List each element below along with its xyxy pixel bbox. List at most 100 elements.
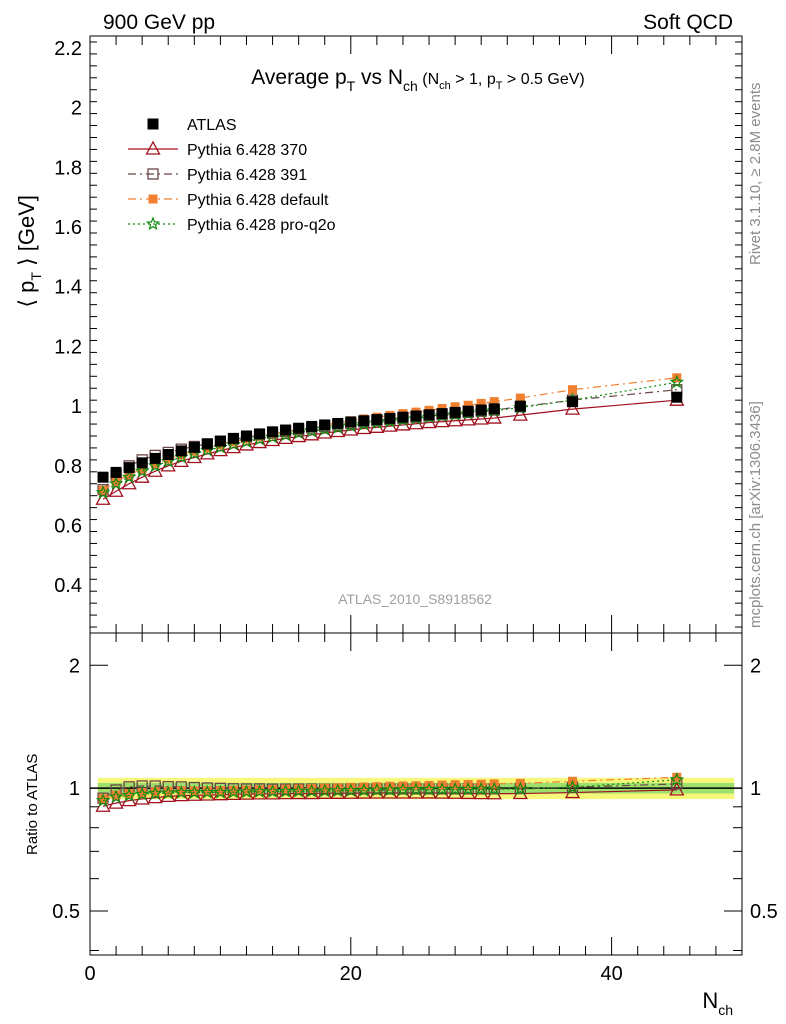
ratio-point-pq2o <box>565 779 580 794</box>
data-point-atlas <box>358 415 370 427</box>
ratio-point-pdefault <box>307 784 317 794</box>
data-point-pdefault <box>476 398 486 408</box>
data-point-p370 <box>564 400 581 415</box>
data-point-atlas <box>449 406 461 418</box>
ratio-point-pdefault <box>111 790 121 800</box>
ratio-point-pq2o <box>421 781 437 796</box>
ratio-y-tick-label-right: 2 <box>750 655 761 677</box>
series-atlas <box>97 391 683 483</box>
data-point-pq2o <box>134 463 150 478</box>
data-point-atlas <box>162 448 174 460</box>
ratio-point-pq2o <box>265 784 280 798</box>
y-tick-label: 0.8 <box>54 456 82 478</box>
data-point-atlas <box>462 405 474 417</box>
legend-label-pdefault: Pythia 6.428 default <box>187 192 329 209</box>
ratio-point-pdefault <box>241 785 251 795</box>
data-point-atlas <box>397 411 409 423</box>
ratio-point-pq2o <box>447 781 463 796</box>
ratio-point-pdefault <box>124 789 134 799</box>
ratio-point-pq2o <box>434 781 450 796</box>
legend-label-atlas: ATLAS <box>187 117 237 134</box>
ratio-plot-frame <box>89 632 743 956</box>
data-point-atlas <box>267 426 279 438</box>
ratio-point-pq2o <box>174 784 189 799</box>
main-y-axis-label: ⟨ pT ⟩ [GeV] <box>14 195 44 308</box>
data-point-atlas <box>175 445 187 457</box>
data-point-pdefault <box>124 470 134 480</box>
data-point-atlas <box>384 412 396 424</box>
ratio-y-tick-label-right: 0.5 <box>750 901 778 923</box>
data-point-atlas <box>240 430 252 442</box>
rivet-version-label: Rivet 3.1.10, ≥ 2.8M events <box>747 83 764 266</box>
ratio-point-pdefault <box>372 782 382 792</box>
ratio-point-pdefault <box>411 781 421 791</box>
data-point-atlas <box>671 391 683 403</box>
data-point-pdefault <box>98 485 108 495</box>
legend-marker-p370 <box>145 140 161 155</box>
series-line-p370 <box>102 399 677 500</box>
ratio-point-pq2o <box>395 782 411 796</box>
ratio-point-pq2o <box>330 783 346 797</box>
y-tick-label: 1.2 <box>54 336 82 358</box>
x-tick-label: 40 <box>600 963 622 985</box>
data-point-p370 <box>121 475 137 490</box>
x-axis-label: Nch <box>702 988 733 1018</box>
ratio-point-pdefault <box>424 780 434 790</box>
ratio-series-pq2o <box>95 772 685 807</box>
data-point-pq2o <box>108 476 124 490</box>
y-tick-label: 2.2 <box>54 38 82 60</box>
ratio-point-pq2o <box>121 787 137 802</box>
legend-marker-pq2o <box>145 216 161 231</box>
legend-marker-pdefault <box>148 194 158 204</box>
ratio-point-pq2o <box>278 783 293 798</box>
x-tick-label: 0 <box>84 963 95 985</box>
ratio-line-pq2o <box>102 779 677 802</box>
ratio-point-pq2o <box>160 785 176 800</box>
data-point-pq2o <box>669 374 685 389</box>
ratio-point-pq2o <box>200 784 215 799</box>
y-tick-label: 1.6 <box>54 217 82 239</box>
data-point-atlas <box>345 416 357 428</box>
data-point-atlas <box>149 452 161 464</box>
ratio-y-axis: 0.5 0.5 1 1 2 2 <box>52 655 778 952</box>
ratio-point-pdefault <box>333 783 343 793</box>
ratio-point-pdefault <box>202 786 212 796</box>
x-tick-label: 20 <box>340 963 362 985</box>
ratio-point-pdefault <box>359 782 369 792</box>
ratio-point-pdefault <box>255 785 265 795</box>
ratio-point-pq2o <box>369 782 385 797</box>
data-point-atlas <box>280 424 292 436</box>
ratio-point-pdefault <box>398 781 408 791</box>
series-line-p391 <box>102 389 677 491</box>
ratio-point-pq2o <box>486 781 502 796</box>
data-point-atlas <box>306 420 318 432</box>
ratio-point-pdefault <box>281 784 291 794</box>
ratio-point-pq2o <box>382 782 398 797</box>
analysis-watermark: ATLAS_2010_S8918562 <box>338 591 492 607</box>
ratio-point-pq2o <box>134 786 150 801</box>
series-line-pq2o <box>102 381 677 494</box>
ratio-x-axis: 0 20 40 <box>84 633 743 985</box>
ratio-line-p370 <box>102 789 677 807</box>
data-point-pdefault <box>489 397 499 407</box>
data-point-atlas <box>566 396 578 408</box>
ratio-y-tick-label-right: 1 <box>750 778 761 800</box>
ratio-plot-panel: 0.5 0.5 1 1 2 2 0 20 40 <box>52 632 778 985</box>
data-point-atlas <box>188 441 200 453</box>
legend-item-pq2o: Pythia 6.428 pro-q2o <box>128 216 336 234</box>
ratio-point-pdefault <box>176 786 186 796</box>
series-line-pdefault <box>102 377 677 491</box>
data-point-atlas <box>423 409 435 421</box>
data-point-atlas <box>514 400 526 412</box>
data-point-pdefault <box>463 400 473 410</box>
data-point-p370 <box>486 409 502 424</box>
legend-item-p391: Pythia 6.428 391 <box>128 167 307 184</box>
data-point-pdefault <box>567 385 577 395</box>
legend-marker-atlas <box>147 118 159 130</box>
ratio-y-tick-label: 2 <box>69 655 80 677</box>
y-tick-label: 1 <box>71 396 82 418</box>
legend-marker-p391 <box>147 168 159 180</box>
ratio-point-pdefault <box>346 782 356 792</box>
data-point-pdefault <box>515 393 525 403</box>
ratio-point-pq2o <box>513 781 528 796</box>
